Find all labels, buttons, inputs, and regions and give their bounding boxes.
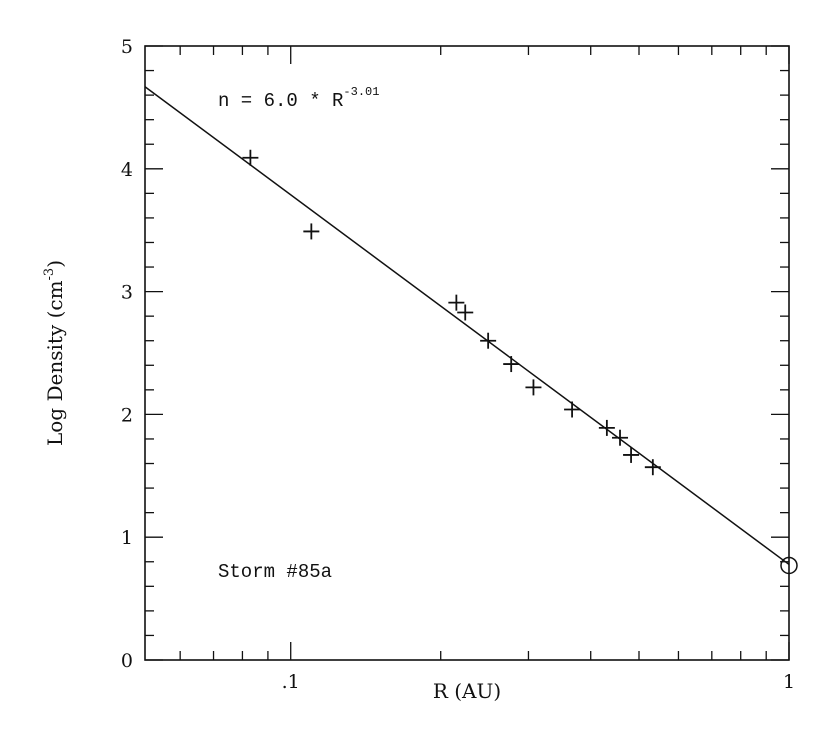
data-point-plus [480, 332, 497, 349]
data-point-plus [525, 379, 542, 396]
y-tick-label: 4 [121, 159, 133, 181]
y-tick-label: 3 [121, 282, 133, 304]
data-point-circle [780, 556, 798, 575]
y-tick-label: 5 [121, 36, 133, 58]
data-point-plus [564, 401, 581, 418]
data-point-plus [242, 149, 259, 166]
y-tick-label: 0 [121, 650, 133, 672]
y-axis-label: Log Density (cm-3) [42, 260, 67, 446]
data-point-plus [457, 304, 474, 321]
data-point-plus [303, 223, 320, 240]
data-point-plus [503, 356, 520, 373]
data-point-plus [644, 459, 661, 476]
x-axis-label: R (AU) [433, 679, 501, 703]
x-tick-label: 1 [783, 671, 795, 693]
data-point-plus [612, 429, 629, 446]
marks [144, 86, 798, 575]
plot-frame [144, 45, 790, 661]
data-point-plus [598, 419, 615, 436]
storm-label: Storm #85a [218, 561, 332, 583]
axes: 0 1 2 3 4 5 .1 1 [121, 36, 795, 693]
data-point-plus [448, 294, 465, 311]
fit-line [144, 86, 790, 566]
data-point-plus [623, 446, 640, 463]
fit-equation-label: n = 6.0 * R-3.01 [218, 85, 379, 112]
y-tick-label: 2 [121, 404, 133, 426]
y-tick-label: 1 [121, 527, 133, 549]
x-tick-label: .1 [282, 671, 300, 693]
